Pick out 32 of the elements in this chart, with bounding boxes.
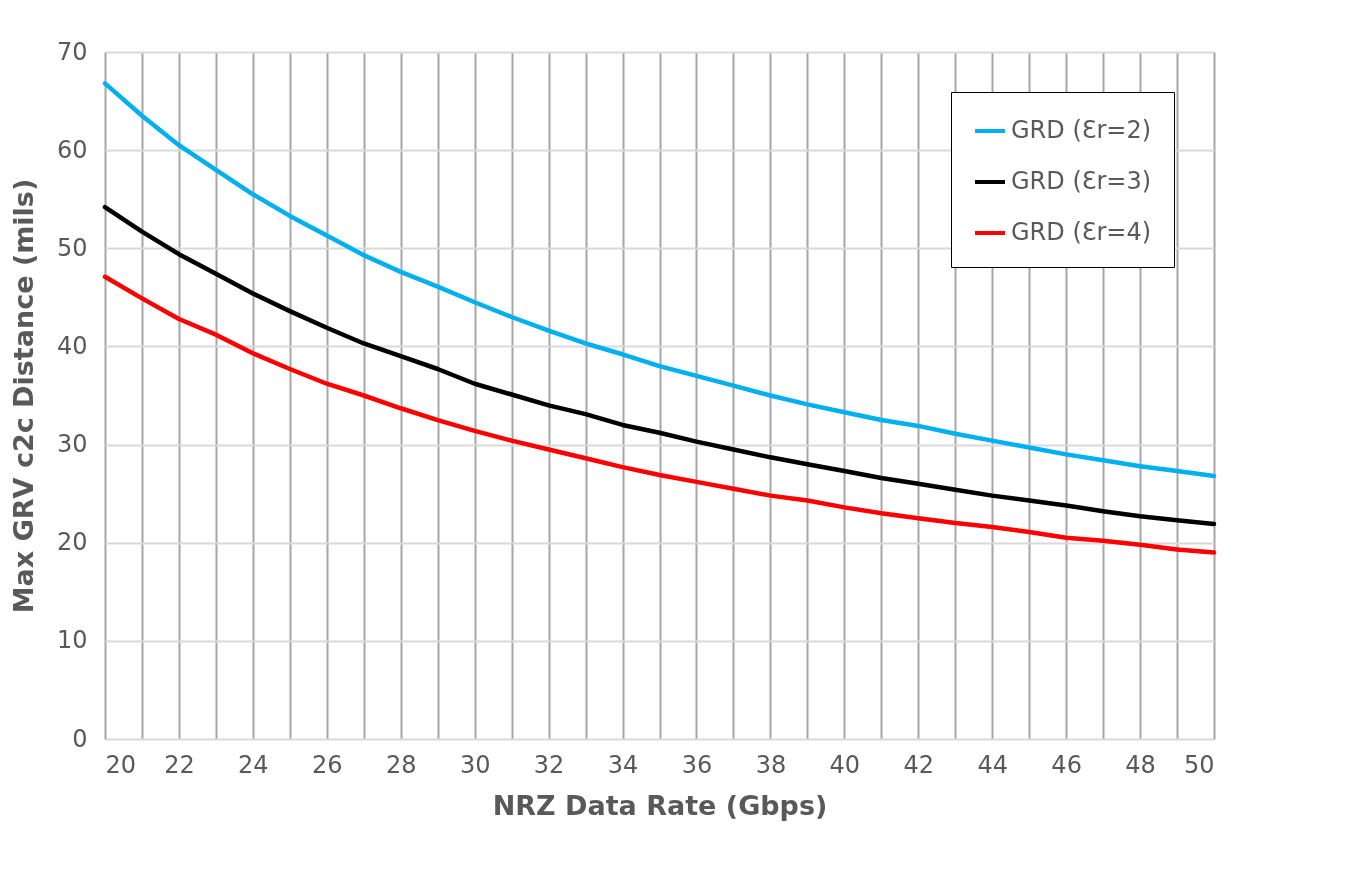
x-tick-label: 30 bbox=[459, 750, 491, 779]
legend-label: GRD (Ɛr=3) bbox=[1011, 167, 1152, 195]
y-tick-label: 40 bbox=[56, 331, 88, 360]
x-tick-label: 26 bbox=[312, 750, 343, 779]
x-tick-label: 48 bbox=[1125, 750, 1156, 779]
x-tick-label: 40 bbox=[829, 750, 861, 779]
legend-label: GRD (Ɛr=4) bbox=[1011, 218, 1152, 246]
legend-label: GRD (Ɛr=2) bbox=[1011, 116, 1152, 144]
y-tick-label: 10 bbox=[56, 626, 88, 655]
x-tick-label: 22 bbox=[164, 750, 195, 779]
x-tick-label: 34 bbox=[607, 750, 639, 779]
x-tick-label: 46 bbox=[1051, 750, 1082, 779]
y-tick-label: 50 bbox=[56, 233, 88, 262]
y-tick-label: 60 bbox=[56, 135, 88, 164]
x-tick-label: 44 bbox=[977, 750, 1008, 779]
y-axis-title: Max GRV c2c Distance (mils) bbox=[7, 178, 39, 614]
y-tick-label: 20 bbox=[56, 528, 88, 557]
x-tick-label: 20 bbox=[105, 750, 137, 779]
line-series bbox=[102, 274, 1217, 555]
y-tick-label: 70 bbox=[56, 37, 88, 66]
x-tick-label: 42 bbox=[903, 750, 935, 779]
x-tick-label: 38 bbox=[755, 750, 787, 779]
x-tick-label: 50 bbox=[1183, 750, 1215, 779]
x-axis-title: NRZ Data Rate (Gbps) bbox=[492, 789, 828, 821]
x-tick-label: 32 bbox=[533, 750, 565, 779]
x-tick-label: 28 bbox=[385, 750, 417, 779]
x-tick-label: 24 bbox=[238, 750, 269, 779]
line-series bbox=[102, 81, 1217, 479]
x-tick-label: 36 bbox=[681, 750, 713, 779]
y-tick-label: 30 bbox=[56, 430, 88, 459]
line-series bbox=[102, 204, 1217, 527]
y-tick-label: 0 bbox=[72, 724, 88, 753]
